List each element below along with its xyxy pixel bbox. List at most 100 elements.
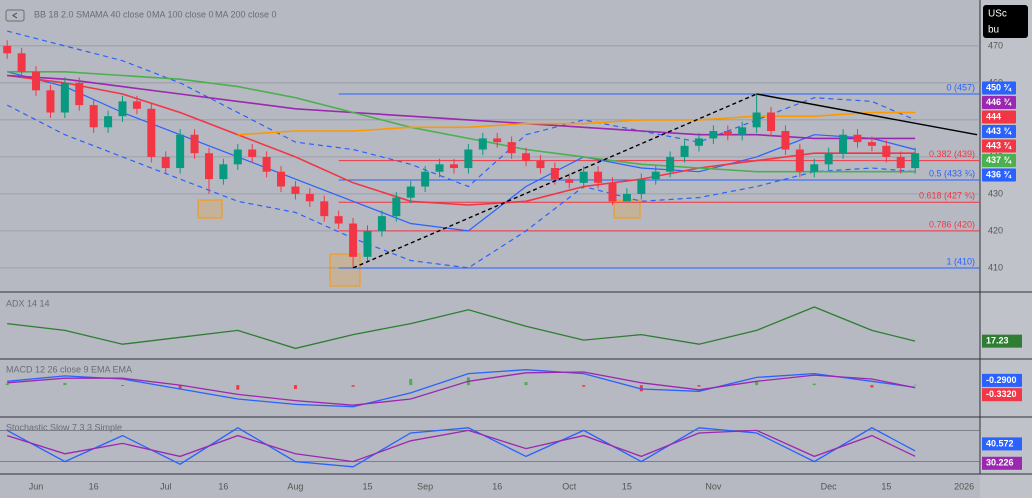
candle-body: [680, 145, 689, 157]
indicator-line: [237, 111, 916, 136]
value-badge-label: 17.23: [986, 336, 1009, 346]
highlight-box: [197, 199, 223, 219]
legend-entry: MA 100 close 0: [152, 9, 214, 19]
x-tick-label: 2026: [954, 481, 974, 491]
candle-body: [248, 149, 257, 157]
candle-body: [104, 116, 113, 128]
histogram-bar: [178, 385, 182, 389]
symbol-line: bu: [988, 25, 999, 36]
histogram-bar: [755, 381, 759, 386]
candle-body: [565, 179, 574, 183]
candle-body: [46, 90, 55, 113]
candle-body: [579, 171, 588, 183]
candle-body: [305, 193, 314, 202]
candle-body: [824, 153, 833, 165]
candle-body: [867, 142, 876, 146]
candle-body: [752, 112, 761, 128]
price-badge: [982, 154, 1016, 167]
indicator-line: [7, 71, 916, 232]
price-badge-label: 446 ¾: [986, 97, 1013, 107]
indicator-line: [7, 74, 916, 206]
candle-body: [507, 142, 516, 154]
candle-body: [75, 82, 84, 106]
x-tick-label: Oct: [562, 481, 577, 491]
trendline: [352, 93, 757, 269]
indicator-line: [7, 74, 916, 140]
value-badge: [982, 456, 1022, 470]
band-lower: [6, 104, 916, 269]
candle-body: [291, 186, 300, 194]
candle-body: [334, 216, 343, 224]
histogram-bar: [913, 384, 917, 386]
price-badge-label: 443 ¾: [986, 140, 1013, 150]
candle-body: [882, 145, 891, 157]
histogram-bar: [236, 385, 240, 390]
candle-body: [161, 156, 170, 169]
x-tick-label: 15: [881, 481, 891, 491]
histogram-bar: [697, 385, 701, 387]
candle-body: [550, 168, 559, 180]
histogram-bar: [409, 378, 413, 386]
x-tick-label: Sep: [417, 481, 433, 491]
candle-body: [853, 134, 862, 143]
price-badge-label: 450 ¾: [986, 82, 1013, 92]
fib-label: 0 (457): [946, 82, 975, 92]
value-badge-label: -0.2900: [986, 375, 1017, 385]
symbol-line: USc: [988, 9, 1007, 20]
price-badge: [982, 125, 1016, 138]
candle-body: [89, 105, 98, 128]
y-tick-label: 430: [988, 188, 1003, 198]
candle-body: [132, 101, 141, 109]
candle-body: [911, 153, 920, 169]
candle-body: [17, 53, 26, 72]
candle-body: [608, 182, 617, 202]
indicator-title: ADX 14 14: [6, 298, 50, 308]
y-tick-label: 470: [988, 40, 1003, 50]
candle-body: [478, 138, 487, 150]
x-tick-label: 16: [492, 481, 502, 491]
candle-body: [147, 108, 156, 157]
price-badge: [982, 110, 1016, 124]
value-badge-label: 30.226: [986, 458, 1014, 468]
fib-label: 0.618 (427 ¾): [919, 191, 975, 201]
candle-body: [666, 156, 675, 172]
candle-body: [392, 197, 401, 217]
price-badge-label: 437 ¾: [986, 155, 1013, 165]
legend-entry: MA 200 close 0: [215, 9, 277, 19]
candle-body: [233, 149, 242, 165]
candle-body: [262, 156, 271, 172]
indicator-line: [7, 306, 916, 350]
value-badge: [982, 334, 1022, 348]
indicator-line: [7, 369, 916, 408]
candle-body: [622, 193, 631, 202]
candle-body: [522, 153, 531, 161]
indicator-line: [7, 429, 916, 463]
candle-body: [204, 153, 213, 180]
candle-body: [363, 230, 372, 257]
candle-body: [637, 179, 646, 194]
candle-body: [694, 138, 703, 146]
histogram-bar: [812, 383, 816, 386]
candle-body: [219, 164, 228, 180]
price-badge: [982, 96, 1016, 109]
fib-label: 0.5 (433 ¾): [929, 168, 975, 178]
x-tick-label: 16: [89, 481, 99, 491]
histogram-bar: [582, 385, 586, 387]
histogram-bar: [870, 385, 874, 388]
candle-body: [320, 201, 329, 217]
collapse-button[interactable]: [5, 9, 25, 22]
candle-body: [435, 164, 444, 172]
candle-body: [3, 45, 12, 54]
highlight-box: [329, 253, 361, 287]
price-badge: [982, 168, 1016, 182]
candle-body: [795, 149, 804, 172]
candle-body: [406, 186, 415, 198]
candle-body: [349, 223, 358, 257]
legend-entry: MA 40 close 0: [95, 9, 152, 19]
candle-body: [377, 216, 386, 231]
candle-body: [60, 82, 69, 113]
price-axis-strip: [980, 0, 1032, 498]
symbol-box[interactable]: [983, 5, 1028, 38]
